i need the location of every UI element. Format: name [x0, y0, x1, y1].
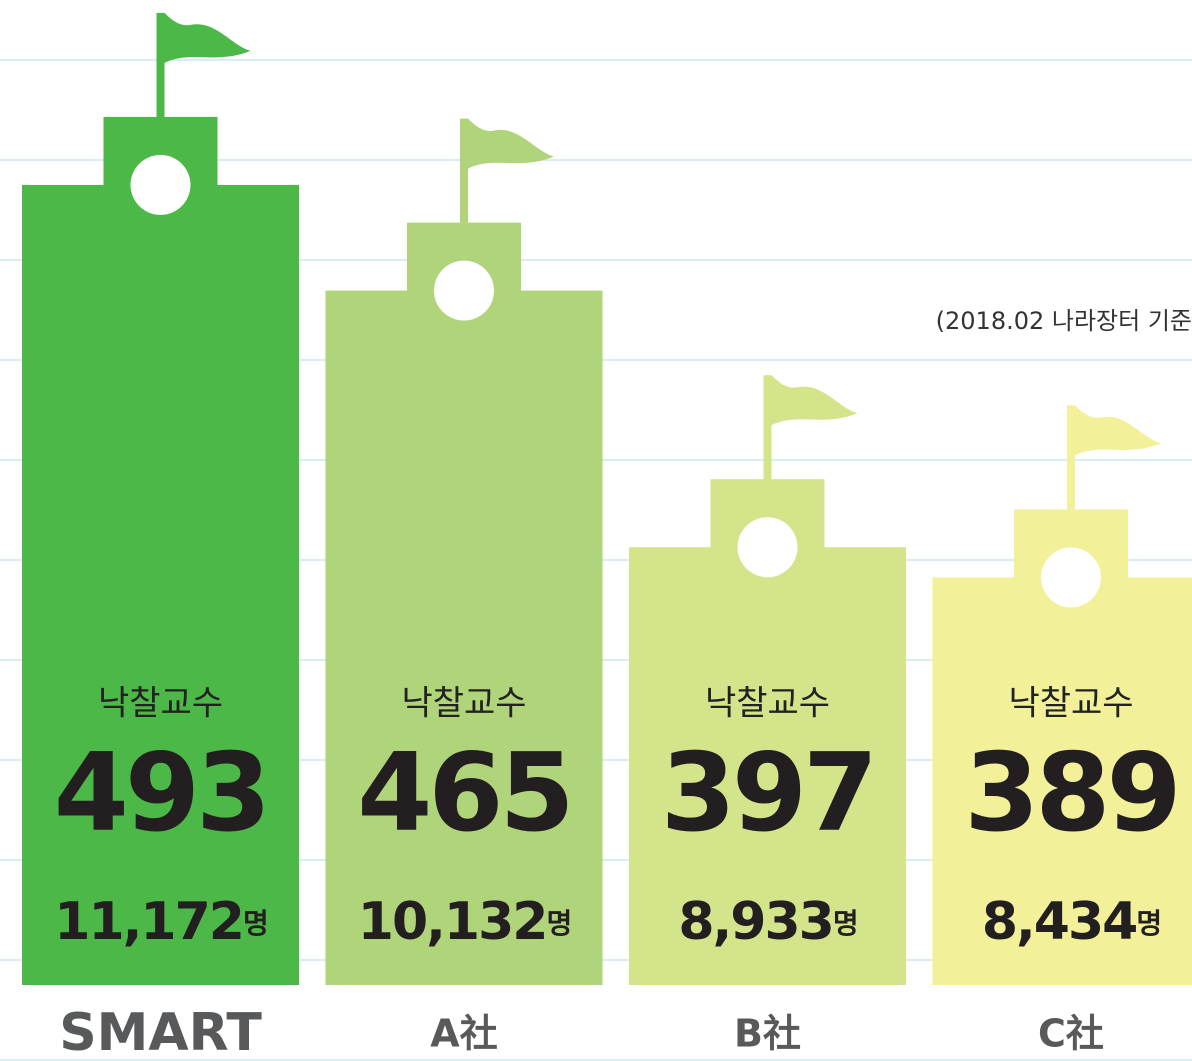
bar: [22, 184, 299, 986]
value-label: 493: [54, 731, 267, 856]
window: [737, 517, 798, 578]
flag: [468, 118, 554, 169]
series-label: 낙찰교수: [705, 684, 830, 724]
unit: 명: [833, 907, 857, 940]
value-label: 389: [964, 731, 1177, 856]
flag: [771, 375, 858, 426]
flag-pole: [156, 12, 165, 123]
bar: [629, 547, 906, 985]
unit: 명: [546, 907, 570, 940]
flag-pole: [1067, 405, 1075, 516]
bar: [325, 290, 603, 985]
window: [1041, 547, 1101, 608]
window: [434, 260, 494, 321]
sub-value-label: 8,434명: [982, 892, 1160, 952]
sub-value-label: 8,933명: [678, 892, 856, 952]
x-tick-label: SMART: [59, 1003, 262, 1061]
sub-value-label: 11,172명: [54, 892, 266, 952]
x-tick-label: A社: [430, 1012, 497, 1056]
flag-pole: [460, 118, 468, 229]
value-label: 465: [357, 731, 570, 856]
sub-value: 8,933: [678, 892, 832, 952]
sub-value-label: 10,132명: [358, 892, 570, 952]
sub-value: 11,172: [54, 892, 243, 952]
x-tick-label: C社: [1038, 1012, 1104, 1056]
series-label: 낙찰교수: [1008, 684, 1133, 724]
value-label: 397: [661, 731, 874, 856]
flag: [164, 12, 251, 63]
sub-value: 10,132: [358, 892, 547, 952]
window: [130, 154, 191, 215]
flag: [1075, 405, 1161, 456]
bar: [932, 577, 1192, 985]
sub-value: 8,434: [982, 892, 1136, 952]
series-label: 낙찰교수: [401, 684, 526, 724]
flag-pole: [763, 375, 772, 486]
series-label: 낙찰교수: [98, 684, 223, 724]
unit: 명: [243, 907, 267, 940]
note: (2018.02 나라장터 기준: [936, 307, 1192, 335]
unit: 명: [1136, 907, 1160, 940]
x-tick-label: B社: [734, 1012, 801, 1056]
